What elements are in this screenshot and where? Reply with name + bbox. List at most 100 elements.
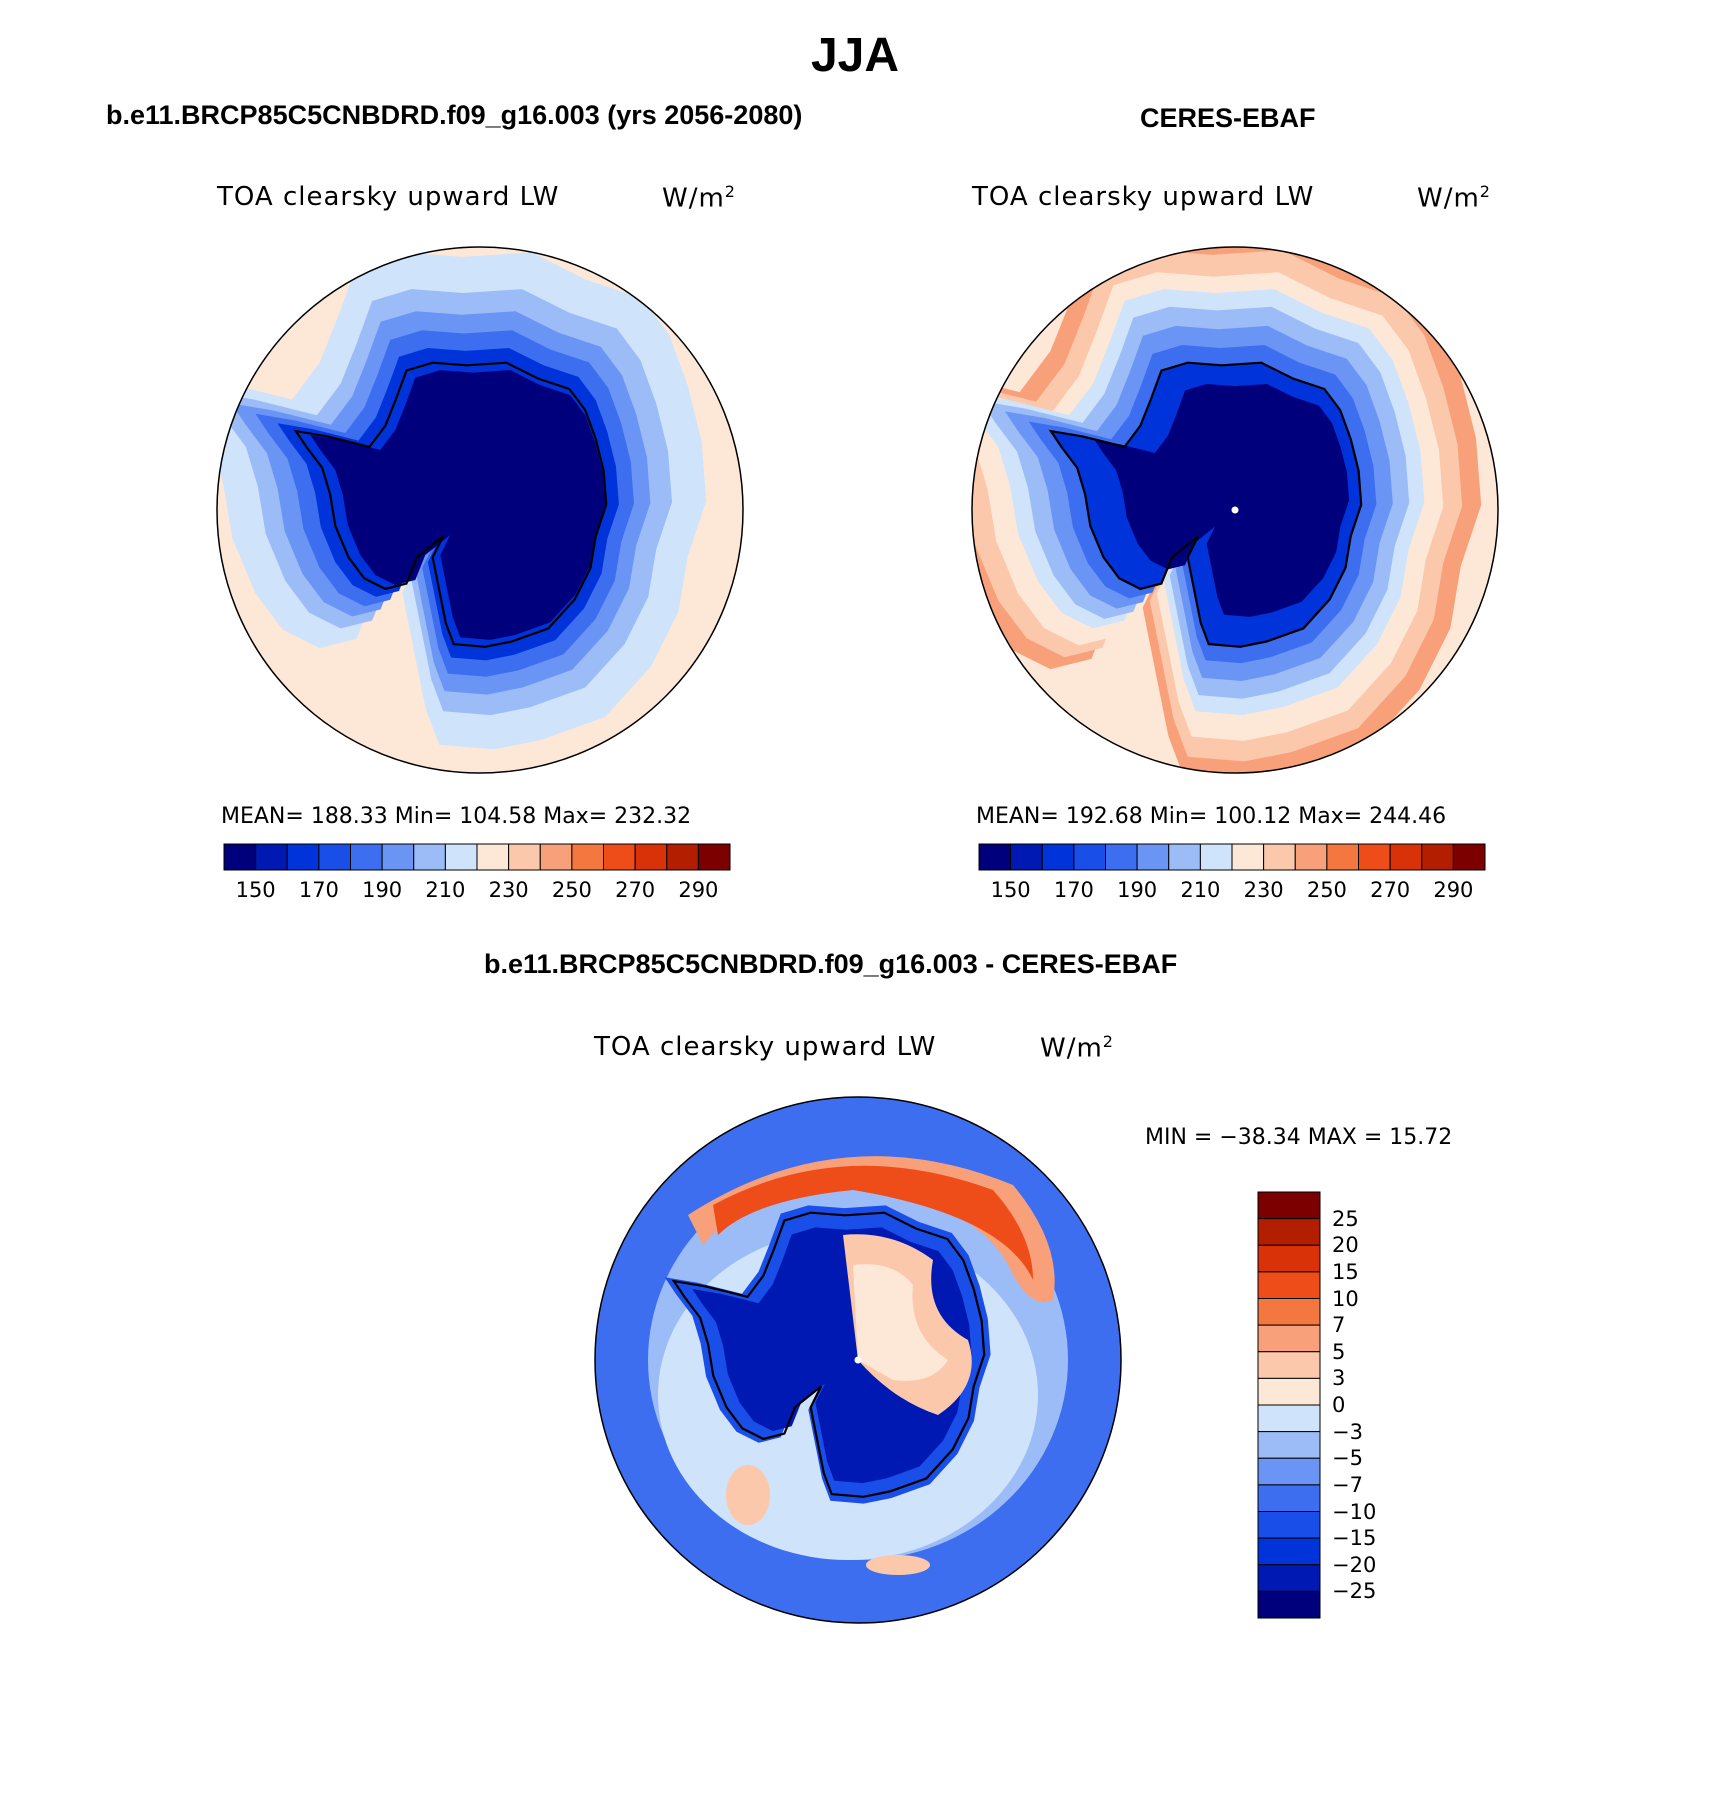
panel-1-polar-map: [216, 246, 744, 774]
colorbar-tick-label: 230: [488, 878, 529, 902]
colorbar-tick-label: 190: [362, 878, 403, 902]
colorbar-swatch: [1041, 843, 1075, 871]
map-border: [971, 246, 1499, 774]
colorbar-swatch: [1010, 843, 1043, 871]
colorbar-tick-label: 150: [990, 878, 1031, 902]
colorbar-swatch: [1257, 1324, 1321, 1353]
colorbar-swatch: [444, 843, 478, 871]
coastline: [1048, 361, 1363, 648]
panel-2-variable: TOA clearsky upward LW: [972, 182, 1315, 212]
colorbar-tick-label: 7: [1332, 1313, 1346, 1338]
colorbar-swatch: [255, 843, 288, 871]
colorbar-tick-label: 250: [551, 878, 592, 902]
colorbar-swatch: [1257, 1457, 1321, 1486]
diff-panel-variable: TOA clearsky upward LW: [594, 1032, 937, 1062]
colorbar-swatch: [1257, 1377, 1321, 1406]
panel-2-title: CERES-EBAF: [1140, 103, 1316, 133]
colorbar-swatch: [1257, 1537, 1321, 1566]
colorbar-swatch: [1257, 1431, 1321, 1459]
diff-panel-colorbar: [1257, 1191, 1321, 1619]
diff-panel-units: W/m2: [1040, 1032, 1114, 1064]
panel-1-variable: TOA clearsky upward LW: [217, 182, 560, 212]
page-title: JJA: [810, 29, 900, 82]
coastline: [293, 361, 608, 648]
diff-panel-colorbar-labels: 25 20 15 10 7 5 3 0 −3 −5 −7 −10 −15 −20 −25: [1332, 1192, 1412, 1618]
colorbar-swatch: [1257, 1404, 1321, 1433]
colorbar-swatch: [1073, 843, 1107, 871]
colorbar-tick-label: 5: [1332, 1339, 1346, 1364]
colorbar-tick-label: 270: [1370, 878, 1411, 902]
colorbar-swatch: [318, 843, 352, 871]
panel-2-polar-map: [971, 246, 1499, 774]
colorbar-swatch: [1136, 843, 1170, 871]
panel-1-colorbar-labels: 150 170 190 210 230 250 270 290: [224, 876, 730, 902]
colorbar-swatch: [508, 843, 541, 871]
diff-panel-polar-map: [594, 1096, 1122, 1624]
panel-1-stats: MEAN= 188.33 Min= 104.58 Max= 232.32: [221, 804, 692, 829]
colorbar-swatch: [571, 843, 605, 871]
colorbar-tick-label: 210: [425, 878, 466, 902]
colorbar-swatch: [1257, 1271, 1321, 1300]
colorbar-swatch: [603, 843, 636, 871]
colorbar-swatch: [1421, 843, 1454, 871]
colorbar-tick-label: −3: [1332, 1419, 1363, 1444]
colorbar-swatch: [476, 843, 510, 871]
colorbar-tick-label: −15: [1332, 1526, 1377, 1551]
diff-panel-stats: MIN = −38.34 MAX = 15.72: [1145, 1125, 1453, 1150]
colorbar-tick-label: −7: [1332, 1472, 1363, 1497]
colorbar-swatch: [1263, 843, 1296, 871]
colorbar-swatch: [1257, 1564, 1321, 1592]
colorbar-swatch: [1231, 843, 1265, 871]
colorbar-swatch: [1358, 843, 1391, 871]
colorbar-swatch: [539, 843, 573, 871]
colorbar-tick-label: 15: [1332, 1259, 1359, 1284]
colorbar-tick-label: 25: [1332, 1206, 1359, 1231]
panel-2-units: W/m2: [1417, 182, 1491, 214]
colorbar-tick-label: 290: [678, 878, 719, 902]
colorbar-swatch: [1294, 843, 1328, 871]
colorbar-swatch: [1452, 843, 1486, 871]
colorbar-tick-label: 150: [235, 878, 276, 902]
colorbar-tick-label: 10: [1332, 1286, 1359, 1311]
colorbar-swatch: [223, 843, 257, 871]
colorbar-swatch: [1199, 843, 1233, 871]
colorbar-swatch: [1168, 843, 1201, 871]
colorbar-swatch: [666, 843, 699, 871]
colorbar-swatch: [697, 843, 731, 871]
colorbar-swatch: [1326, 843, 1360, 871]
colorbar-swatch: [1257, 1484, 1321, 1513]
colorbar-swatch: [1257, 1218, 1321, 1246]
colorbar-tick-label: 3: [1332, 1366, 1346, 1391]
colorbar-swatch: [1257, 1244, 1321, 1273]
colorbar-tick-label: 190: [1117, 878, 1158, 902]
panel-1-units: W/m2: [662, 182, 736, 214]
panel-1-colorbar: [223, 843, 731, 871]
map-border: [594, 1096, 1122, 1624]
colorbar-tick-label: 250: [1306, 878, 1347, 902]
colorbar-tick-label: 0: [1332, 1393, 1346, 1417]
colorbar-swatch: [350, 843, 383, 871]
colorbar-tick-label: −10: [1332, 1499, 1377, 1524]
colorbar-swatch: [381, 843, 415, 871]
colorbar-swatch: [1257, 1351, 1321, 1379]
pole-marker: [854, 1356, 862, 1364]
colorbar-tick-label: 270: [615, 878, 656, 902]
colorbar-tick-label: 20: [1332, 1233, 1359, 1258]
map-border: [216, 246, 744, 774]
diff-panel-title: b.e11.BRCP85C5CNBDRD.f09_g16.003 - CERES…: [484, 949, 1178, 979]
colorbar-tick-label: −25: [1332, 1579, 1377, 1604]
contour-band: [310, 370, 606, 640]
colorbar-tick-label: −20: [1332, 1552, 1377, 1577]
colorbar-tick-label: 210: [1180, 878, 1221, 902]
colorbar-swatch: [286, 843, 320, 871]
pole-marker: [1231, 506, 1239, 514]
coastline: [671, 1211, 986, 1498]
colorbar-tick-label: −5: [1332, 1446, 1363, 1471]
colorbar-swatch: [1257, 1511, 1321, 1539]
colorbar-swatch: [1257, 1191, 1321, 1220]
colorbar-swatch: [634, 843, 668, 871]
colorbar-swatch: [1389, 843, 1423, 871]
colorbar-tick-label: 230: [1243, 878, 1284, 902]
panel-1-title: b.e11.BRCP85C5CNBDRD.f09_g16.003 (yrs 20…: [106, 100, 803, 130]
panel-2-colorbar: [978, 843, 1486, 871]
